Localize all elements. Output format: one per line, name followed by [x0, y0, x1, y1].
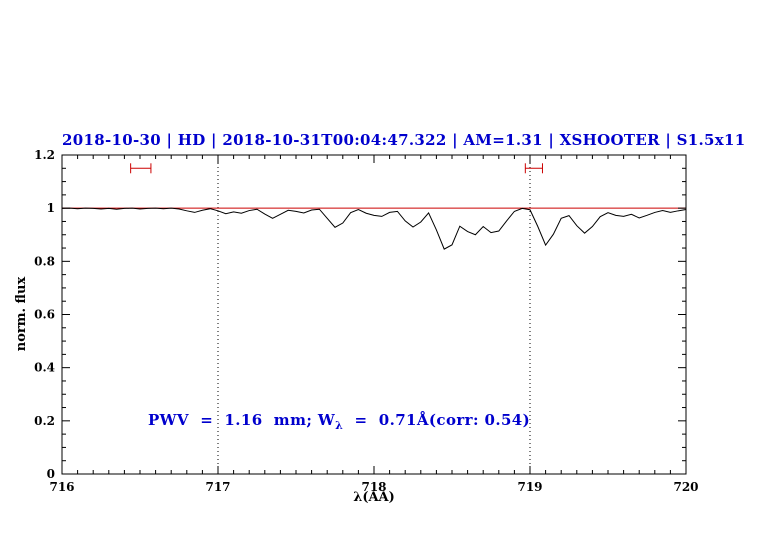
- x-tick-label: 718: [361, 480, 386, 494]
- y-axis-label: norm. flux: [14, 276, 29, 352]
- pwv-annotation: PWV = 1.16 mm; Wλ = 0.71Å(corr: 0.54): [148, 411, 530, 432]
- x-tick-label: 716: [49, 480, 74, 494]
- pwv-annotation-lambda-sub: λ: [335, 419, 344, 432]
- y-tick-label: 0.8: [34, 254, 55, 268]
- pwv-annotation-part1: PWV = 1.16 mm; W: [148, 411, 336, 429]
- x-axis-label: λ(AA): [353, 490, 395, 505]
- spectrum-line: [61, 207, 687, 250]
- y-tick-label: 1: [47, 201, 55, 215]
- y-tick-label: 1.2: [34, 148, 55, 162]
- x-tick-label: 719: [517, 480, 542, 494]
- x-tick-label: 720: [673, 480, 698, 494]
- pwv-annotation-part2: = 0.71Å(corr: 0.54): [343, 411, 531, 429]
- y-tick-label: 0: [47, 467, 55, 481]
- y-tick-label: 0.6: [34, 308, 55, 322]
- y-tick-label: 0.2: [34, 414, 55, 428]
- x-tick-label: 717: [205, 480, 230, 494]
- y-tick-label: 0.4: [34, 361, 55, 375]
